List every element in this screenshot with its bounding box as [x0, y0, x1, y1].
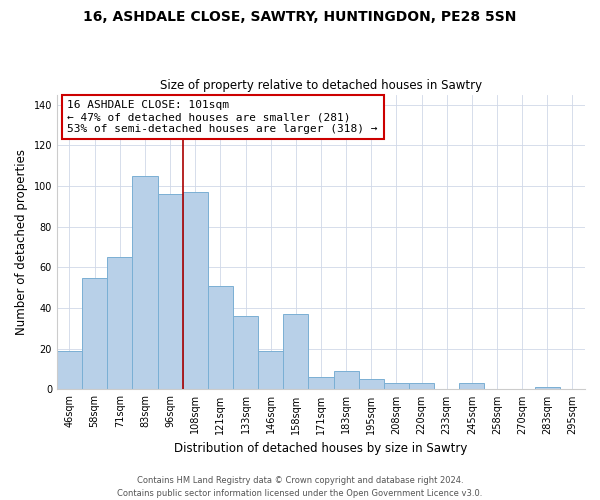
- Bar: [57, 351, 82, 390]
- Text: 16, ASHDALE CLOSE, SAWTRY, HUNTINGDON, PE28 5SN: 16, ASHDALE CLOSE, SAWTRY, HUNTINGDON, P…: [83, 10, 517, 24]
- Bar: [459, 384, 484, 390]
- Bar: [308, 377, 334, 390]
- Bar: [283, 314, 308, 390]
- Bar: [133, 176, 158, 390]
- Title: Size of property relative to detached houses in Sawtry: Size of property relative to detached ho…: [160, 79, 482, 92]
- Text: Contains HM Land Registry data © Crown copyright and database right 2024.
Contai: Contains HM Land Registry data © Crown c…: [118, 476, 482, 498]
- Bar: [208, 286, 233, 390]
- Bar: [82, 278, 107, 390]
- Bar: [384, 384, 409, 390]
- Bar: [409, 384, 434, 390]
- Bar: [535, 388, 560, 390]
- X-axis label: Distribution of detached houses by size in Sawtry: Distribution of detached houses by size …: [174, 442, 467, 455]
- Bar: [107, 257, 133, 390]
- Bar: [233, 316, 258, 390]
- Bar: [182, 192, 208, 390]
- Bar: [258, 351, 283, 390]
- Text: 16 ASHDALE CLOSE: 101sqm
← 47% of detached houses are smaller (281)
53% of semi-: 16 ASHDALE CLOSE: 101sqm ← 47% of detach…: [67, 100, 378, 134]
- Bar: [158, 194, 182, 390]
- Bar: [359, 380, 384, 390]
- Y-axis label: Number of detached properties: Number of detached properties: [15, 149, 28, 335]
- Bar: [334, 371, 359, 390]
